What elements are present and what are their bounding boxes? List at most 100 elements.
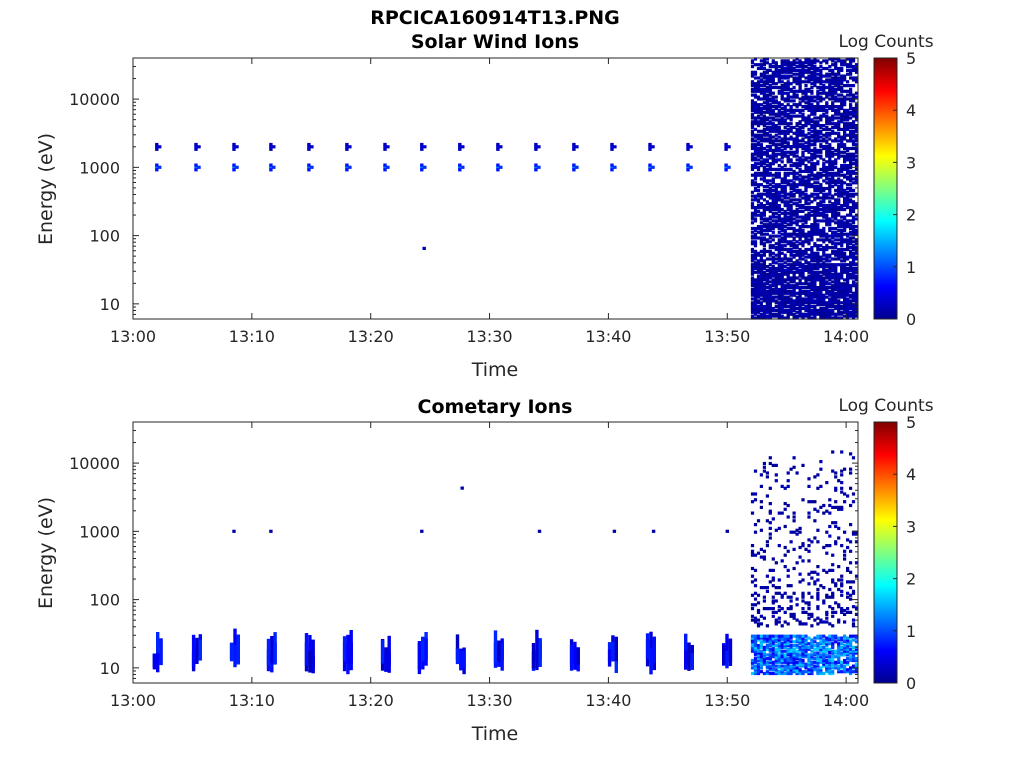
heatmap-cell <box>765 89 769 93</box>
heatmap-cell <box>837 274 841 278</box>
heatmap-cell <box>786 234 790 238</box>
heatmap-cell <box>843 150 847 154</box>
heatmap-cell <box>840 293 844 297</box>
heatmap-cell <box>768 568 772 572</box>
heatmap-cell <box>813 666 817 670</box>
heatmap-cell <box>762 640 766 644</box>
heatmap-cell <box>816 473 820 477</box>
heatmap-cell <box>822 179 826 183</box>
heatmap-cell <box>786 316 790 320</box>
heatmap-cell <box>762 120 766 124</box>
heatmap-cell <box>780 177 784 181</box>
heatmap-cell <box>759 316 763 320</box>
heatmap-cell <box>345 142 349 147</box>
heatmap-cell <box>795 244 799 248</box>
heatmap-cell <box>854 303 859 307</box>
heatmap-cell <box>756 664 761 668</box>
heatmap-cell <box>750 145 755 149</box>
heatmap-cell <box>854 306 859 311</box>
heatmap-cell <box>828 658 832 663</box>
heatmap-cell <box>783 131 787 135</box>
heatmap-cell <box>831 154 835 158</box>
heatmap-cell <box>837 291 841 295</box>
heatmap-cell <box>846 246 850 250</box>
heatmap-cell <box>828 91 832 95</box>
heatmap-cell <box>846 268 850 272</box>
heatmap-cell <box>798 668 802 672</box>
heatmap-cell <box>813 306 817 311</box>
heatmap-cell <box>798 103 802 107</box>
heatmap-cell <box>765 607 769 611</box>
heatmap-cell <box>849 225 853 229</box>
heatmap-cell <box>804 105 808 109</box>
heatmap-cell <box>768 122 772 126</box>
heatmap-cell <box>801 66 805 71</box>
heatmap-cell <box>792 616 796 620</box>
heatmap-cell <box>846 198 850 202</box>
heatmap-cell <box>795 207 799 212</box>
heatmap-cell <box>816 120 820 124</box>
heatmap-cell <box>822 266 826 271</box>
heatmap-cell <box>765 228 769 232</box>
heatmap-cell <box>849 306 853 311</box>
heatmap-cell <box>774 85 778 90</box>
heatmap-cell <box>831 644 835 648</box>
heatmap-cell <box>840 642 844 646</box>
heatmap-cell <box>750 211 755 215</box>
heatmap-cell <box>816 105 820 109</box>
heatmap-cell <box>834 282 838 286</box>
heatmap-cell <box>768 668 772 672</box>
heatmap-cell <box>780 636 784 640</box>
heatmap-cell <box>798 209 802 213</box>
heatmap-cell <box>759 640 763 644</box>
heatmap-cell <box>753 291 758 295</box>
heatmap-cell <box>783 645 787 649</box>
heatmap-cell <box>777 265 781 269</box>
heatmap-cell <box>816 670 820 674</box>
heatmap-cell <box>272 145 276 149</box>
heatmap-cell <box>420 147 424 151</box>
heatmap-cell <box>497 640 501 662</box>
heatmap-cell <box>831 280 835 284</box>
heatmap-cell <box>756 206 761 210</box>
heatmap-cell <box>768 137 772 141</box>
heatmap-cell <box>810 500 814 504</box>
heatmap-cell <box>807 657 811 661</box>
heatmap-cell <box>849 301 853 305</box>
heatmap-cell <box>759 162 763 166</box>
heatmap-cell <box>810 139 814 143</box>
heatmap-cell <box>804 280 808 284</box>
heatmap-cell <box>801 68 805 72</box>
heatmap-cell <box>807 247 811 252</box>
heatmap-cell <box>810 59 814 63</box>
heatmap-cell <box>804 183 808 187</box>
heatmap-cell <box>807 544 811 548</box>
heatmap-cell <box>768 653 772 657</box>
heatmap-cell <box>831 297 835 301</box>
heatmap-cell <box>807 137 811 141</box>
heatmap-cell <box>822 664 826 668</box>
heatmap-cell <box>789 280 793 284</box>
heatmap-cell <box>825 152 829 156</box>
heatmap-cell <box>810 200 814 204</box>
heatmap-cell <box>756 308 761 312</box>
heatmap-cell <box>795 266 799 271</box>
heatmap-cell <box>851 638 856 642</box>
heatmap-cell <box>825 670 829 674</box>
heatmap-cell <box>771 666 775 670</box>
heatmap-cell <box>768 190 772 194</box>
heatmap-cell <box>813 293 817 297</box>
heatmap-cell <box>786 649 790 653</box>
heatmap-cell <box>795 129 799 133</box>
heatmap-cell <box>849 91 853 95</box>
heatmap-cell <box>750 310 755 314</box>
heatmap-cell <box>798 78 802 82</box>
heatmap-cell <box>798 640 802 644</box>
heatmap-cell <box>801 244 805 248</box>
heatmap-cell <box>831 246 835 250</box>
heatmap-cell <box>756 114 761 118</box>
heatmap-cell <box>813 266 817 271</box>
heatmap-cell <box>780 76 784 80</box>
heatmap-cell <box>798 671 802 676</box>
heatmap-cell <box>759 259 763 263</box>
